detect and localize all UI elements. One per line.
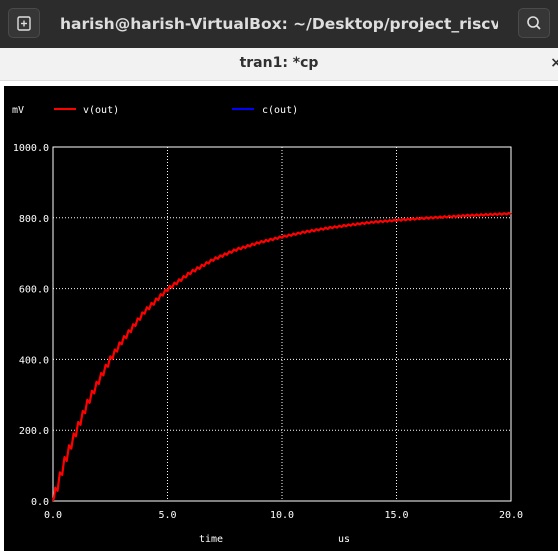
tick-labels: 0.0 5.0 10.0 15.0 20.0 0.0 200.0 400.0 600.0 800.… (13, 143, 523, 521)
tab-bar: tran1: *cp × (0, 48, 558, 81)
y-unit-label: mV (12, 105, 24, 116)
series-0-line (51, 211, 512, 502)
y-tick-label: 800.0 (19, 214, 49, 225)
search-icon (527, 16, 541, 30)
window-title: harish@harish-VirtualBox: ~/Desktop/proj… (60, 15, 498, 33)
plot-area: 0.0 5.0 10.0 15.0 20.0 0.0 200.0 400.0 600.0 800.… (4, 86, 558, 551)
grid-lines (53, 147, 511, 501)
legend-vout-label: v(out) (83, 105, 119, 116)
series-group (51, 211, 512, 502)
x-tick-label: 20.0 (499, 510, 523, 521)
x-unit-label: us (338, 534, 350, 545)
y-tick-label: 600.0 (19, 285, 49, 296)
legend-cout-label: c(out) (262, 105, 298, 116)
y-tick-label: 0.0 (31, 497, 49, 508)
title-bar: harish@harish-VirtualBox: ~/Desktop/proj… (0, 0, 558, 48)
x-tick-label: 0.0 (44, 510, 62, 521)
tab-close-button[interactable]: × (550, 55, 558, 71)
x-tick-label: 15.0 (384, 510, 408, 521)
new-tab-icon (17, 16, 31, 31)
new-tab-button[interactable] (8, 8, 40, 38)
search-button[interactable] (518, 8, 550, 38)
y-tick-label: 400.0 (19, 355, 49, 366)
plot-frame (52, 146, 512, 502)
y-tick-label: 200.0 (19, 426, 49, 437)
x-tick-label: 5.0 (158, 510, 176, 521)
x-tick-label: 10.0 (270, 510, 294, 521)
y-tick-label: 1000.0 (13, 143, 49, 154)
x-axis-label: time (199, 534, 223, 545)
waveform-chart: 0.0 5.0 10.0 15.0 20.0 0.0 200.0 400.0 600.0 800.… (12, 105, 523, 545)
tab-title[interactable]: tran1: *cp (239, 55, 319, 71)
